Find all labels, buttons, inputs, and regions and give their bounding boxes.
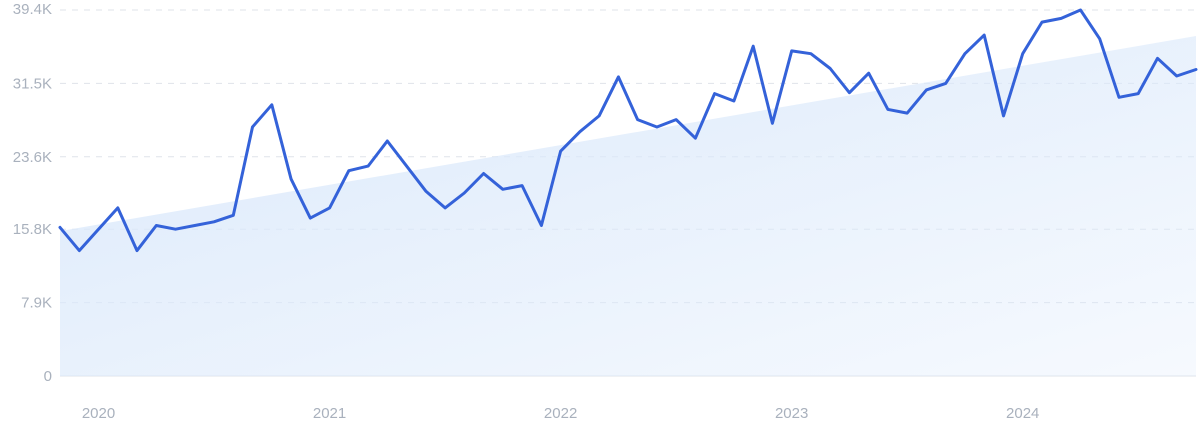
y-tick-label: 15.8K bbox=[13, 221, 52, 238]
trend-area bbox=[60, 36, 1196, 376]
y-axis-tick-labels: 0 7.9K 15.8K 23.6K 31.5K 39.4K bbox=[13, 1, 52, 385]
trend-area-shape bbox=[60, 36, 1196, 376]
x-tick-label: 2021 bbox=[313, 405, 346, 422]
series-line bbox=[58, 8, 1198, 253]
y-tick-label: 23.6K bbox=[13, 149, 52, 166]
x-tick-label: 2024 bbox=[1006, 405, 1039, 422]
x-tick-label: 2022 bbox=[544, 405, 577, 422]
y-tick-label: 39.4K bbox=[13, 1, 52, 18]
x-tick-label: 2020 bbox=[82, 405, 115, 422]
x-tick-label: 2023 bbox=[775, 405, 808, 422]
series-lines bbox=[58, 8, 1198, 253]
x-axis-tick-labels: 2020 2021 2022 2023 2024 bbox=[82, 405, 1040, 422]
y-tick-label: 0 bbox=[44, 368, 52, 385]
y-tick-label: 31.5K bbox=[13, 75, 52, 92]
y-tick-label: 7.9K bbox=[21, 295, 52, 312]
